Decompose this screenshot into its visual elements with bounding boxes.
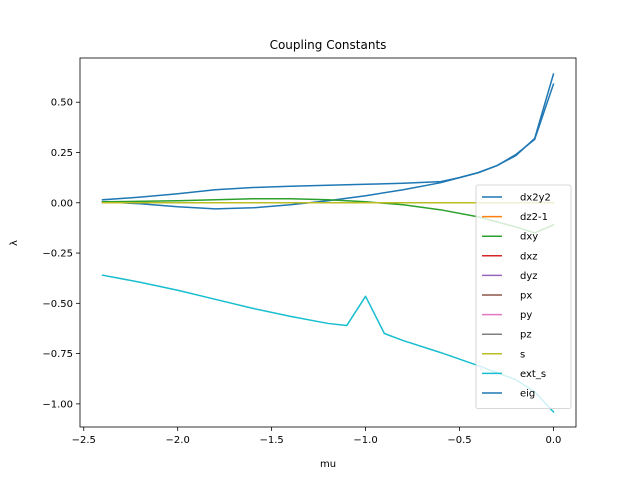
- plot-frame: [79, 57, 577, 428]
- y-tick-label: −0.50: [42, 299, 73, 310]
- y-tick-label: −0.75: [42, 349, 73, 360]
- legend-label: eig: [520, 389, 535, 400]
- legend-label: ext_s: [520, 369, 546, 380]
- x-axis: −2.5 −2.0 −1.5 −1.0 −0.5 0.0: [72, 427, 562, 446]
- legend-label: px: [520, 291, 532, 302]
- y-tick-label: −1.00: [42, 399, 73, 410]
- legend-label: dx2y2: [520, 193, 551, 204]
- legend-label: dz2-1: [520, 212, 548, 223]
- x-axis-label: mu: [320, 459, 336, 470]
- y-axis: 0.50 0.25 0.00 −0.25 −0.50 −0.75 −1.00: [42, 98, 80, 410]
- x-tick-label: 0.0: [546, 435, 562, 446]
- x-tick-label: −0.5: [447, 435, 471, 446]
- legend-label: dyz: [520, 271, 538, 282]
- y-axis-label: λ: [9, 240, 20, 246]
- chart-title: Coupling Constants: [270, 38, 387, 52]
- legend-label: s: [520, 349, 525, 360]
- legend-label: pz: [520, 330, 532, 341]
- x-tick-label: −2.5: [72, 435, 96, 446]
- series-line-eig: [101, 73, 555, 201]
- x-tick-label: −1.0: [353, 435, 377, 446]
- y-tick-label: 0.50: [51, 98, 73, 109]
- legend-box: [475, 184, 572, 410]
- y-tick-label: 0.25: [51, 148, 73, 159]
- legend-label: dxz: [520, 251, 538, 262]
- x-tick-label: −2.0: [166, 435, 190, 446]
- legend-label: py: [520, 310, 532, 321]
- y-tick-label: −0.25: [42, 249, 73, 260]
- x-tick-label: −1.5: [259, 435, 283, 446]
- y-tick-label: 0.00: [51, 198, 73, 209]
- legend-label: dxy: [520, 232, 538, 243]
